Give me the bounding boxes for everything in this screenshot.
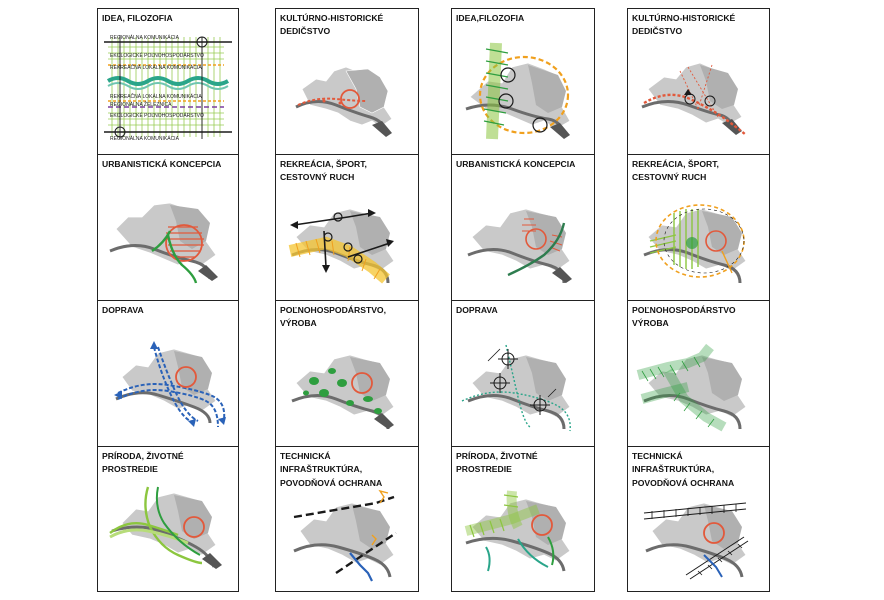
panel-title: TECHNICKÁ INFRAŠTRUKTÚRA, POVODŇOVÁ OCHR… (632, 451, 735, 488)
panel-doprava-1: DOPRAVA (97, 300, 239, 447)
panel-title: POĽNOHOSPODÁRSTVO VÝROBA (632, 305, 736, 329)
panel-priroda-1: PRÍRODA, ŽIVOTNÉ PROSTREDIE (97, 446, 239, 592)
panel-title: TECHNICKÁ INFRAŠTRUKTÚRA, POVODŇOVÁ OCHR… (280, 451, 383, 488)
heritage-map-2 (641, 62, 747, 136)
infrastructure-map (293, 489, 397, 582)
panel-polnohospodarstvo-2: POĽNOHOSPODÁRSTVO VÝROBA (627, 300, 770, 447)
panel-priroda-2: PRÍRODA, ŽIVOTNÉ PROSTREDIE (451, 446, 595, 592)
panel-rekreacia-2: REKREÁCIA, ŠPORT, CESTOVNÝ RUCH (627, 154, 770, 301)
panel-kulturno-historicke-2: KULTÚRNO-HISTORICKÉ DEDIČSTVO (627, 8, 770, 155)
panel-idea-filozofia-1: IDEA, FILOZOFIA (97, 8, 239, 155)
transport-map-2 (461, 344, 571, 432)
agriculture-map-2 (636, 343, 747, 432)
panel-title: POĽNOHOSPODÁRSTVO, VÝROBA (280, 305, 386, 329)
label-eko2: EKOLOGICKÉ POĽNOHOSPODÁRSTVO (110, 112, 204, 119)
panel-title: URBANISTICKÁ KONCEPCIA (456, 159, 576, 169)
transport-map (114, 341, 226, 428)
panel-urbanisticka-2: URBANISTICKÁ KONCEPCIA (451, 154, 595, 301)
panel-title: IDEA,FILOZOFIA (456, 13, 525, 23)
panel-title: REKREÁCIA, ŠPORT, CESTOVNÝ RUCH (280, 159, 367, 183)
panel-title: REKREÁCIA, ŠPORT, CESTOVNÝ RUCH (632, 159, 719, 183)
recreation-map-2 (643, 204, 747, 284)
panel-idea-filozofia-2: IDEA,FILOZOFIA (451, 8, 595, 155)
label-eko1: EKOLOGICKÉ POĽNOHOSPODÁRSTVO (110, 52, 204, 59)
recreation-map (288, 208, 395, 284)
urban-map-2 (467, 208, 572, 284)
panel-title: IDEA, FILOZOFIA (102, 13, 173, 23)
panel-title: PRÍRODA, ŽIVOTNÉ PROSTREDIE (102, 451, 184, 475)
urban-map (109, 202, 218, 284)
panel-urbanisticka-1: URBANISTICKÁ KONCEPCIA (97, 154, 239, 301)
panel-title: PRÍRODA, ŽIVOTNÉ PROSTREDIE (456, 451, 538, 475)
label-regional-top: REGIONÁLNA KOMUNIKÁCIA (110, 34, 180, 41)
infrastructure-map-2 (643, 502, 749, 580)
panel-title: URBANISTICKÁ KONCEPCIA (102, 159, 222, 169)
panel-polnohospodarstvo-1: POĽNOHOSPODÁRSTVO, VÝROBA (275, 300, 419, 447)
label-rail: REGIONÁLNA ŽELEZNICA (110, 100, 172, 108)
panel-title: DOPRAVA (456, 305, 498, 315)
label-rek2: REKREAČNÁ LOKÁLNA KOMUNIKÁCIA (110, 93, 202, 100)
idea-diagram: REGIONÁLNA KOMUNIKÁCIA EKOLOGICKÉ POĽNOH… (104, 34, 232, 142)
nature-map (109, 486, 222, 569)
label-regional-bottom: REGIONÁLNA KOMUNIKÁCIA (110, 135, 180, 142)
panel-technicka-2: TECHNICKÁ INFRAŠTRUKTÚRA, POVODŇOVÁ OCHR… (627, 446, 770, 592)
panel-rekreacia-1: REKREÁCIA, ŠPORT, CESTOVNÝ RUCH (275, 154, 419, 301)
idea-map (465, 42, 571, 140)
label-rek1: REKREAČNÁ LOKÁLNA KOMUNIKÁCIA (110, 64, 202, 71)
panel-technicka-1: TECHNICKÁ INFRAŠTRUKTÚRA, POVODŇOVÁ OCHR… (275, 446, 419, 592)
agriculture-map (291, 354, 395, 430)
panel-title: DOPRAVA (102, 305, 144, 315)
panel-title: KULTÚRNO-HISTORICKÉ DEDIČSTVO (280, 13, 384, 37)
panel-title: KULTÚRNO-HISTORICKÉ DEDIČSTVO (632, 13, 736, 37)
panel-kulturno-historicke-1: KULTÚRNO-HISTORICKÉ DEDIČSTVO (275, 8, 419, 155)
nature-map-2 (464, 490, 571, 572)
heritage-map (295, 66, 393, 137)
panel-doprava-2: DOPRAVA (451, 300, 595, 447)
